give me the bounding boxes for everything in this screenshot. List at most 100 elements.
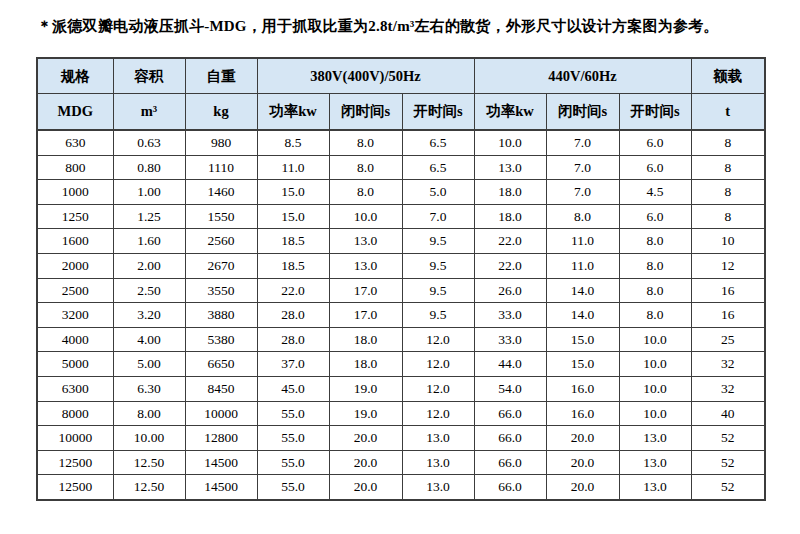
table-cell: 12.0: [402, 376, 474, 401]
table-cell: 8.0: [619, 303, 691, 328]
table-cell: 1.25: [113, 204, 185, 229]
table-cell: 8.5: [257, 130, 329, 155]
table-cell: 52: [691, 475, 765, 500]
table-row: 1000010.001280055.020.013.066.020.013.05…: [37, 426, 765, 451]
table-cell: 20.0: [329, 475, 402, 500]
table-cell: 6.0: [619, 204, 691, 229]
product-note: ＊派德双瓣电动液压抓斗-MDG，用于抓取比重为2.8t/m³左右的散货，外形尺寸…: [37, 17, 719, 36]
table-cell: 0.63: [113, 130, 185, 155]
table-cell: 8000: [37, 401, 113, 426]
table-cell: 52: [691, 450, 765, 475]
unit-t: t: [691, 94, 765, 131]
table-row: 10001.00146015.08.05.018.07.04.58: [37, 180, 765, 205]
spec-table-container: 规格 容积 自重 380V(400V)/50Hz 440V/60Hz 额载 MD…: [36, 57, 766, 501]
table-cell: 2000: [37, 253, 113, 278]
unit-m3: m³: [113, 94, 185, 131]
table-row: 20002.00267018.513.09.522.011.08.012: [37, 253, 765, 278]
table-cell: 1460: [185, 180, 257, 205]
table-row: 6300.639808.58.06.510.07.06.08: [37, 130, 765, 155]
table-cell: 14.0: [546, 278, 619, 303]
table-cell: 12: [691, 253, 765, 278]
table-cell: 33.0: [474, 303, 546, 328]
header-50hz-group: 380V(400V)/50Hz: [257, 58, 474, 94]
table-cell: 20.0: [546, 426, 619, 451]
table-cell: 52: [691, 426, 765, 451]
table-cell: 22.0: [474, 229, 546, 254]
header-group-row: 规格 容积 自重 380V(400V)/50Hz 440V/60Hz 额载: [37, 58, 765, 94]
table-cell: 13.0: [402, 475, 474, 500]
table-cell: 6.0: [619, 155, 691, 180]
table-cell: 19.0: [329, 401, 402, 426]
table-cell: 13.0: [329, 253, 402, 278]
unit-open-time-60hz: 开时间s: [619, 94, 691, 131]
table-cell: 10.0: [329, 204, 402, 229]
table-cell: 15.0: [546, 352, 619, 377]
table-cell: 14500: [185, 450, 257, 475]
table-cell: 8.0: [619, 253, 691, 278]
unit-kg: kg: [185, 94, 257, 131]
table-cell: 8450: [185, 376, 257, 401]
table-cell: 12.0: [402, 327, 474, 352]
table-cell: 13.0: [402, 450, 474, 475]
table-cell: 22.0: [257, 278, 329, 303]
table-cell: 28.0: [257, 303, 329, 328]
table-cell: 9.5: [402, 303, 474, 328]
header-volume: 容积: [113, 58, 185, 94]
table-cell: 12.50: [113, 475, 185, 500]
table-cell: 17.0: [329, 278, 402, 303]
table-cell: 12.0: [402, 352, 474, 377]
table-cell: 4000: [37, 327, 113, 352]
table-cell: 10.0: [474, 130, 546, 155]
table-cell: 8.0: [619, 278, 691, 303]
table-row: 1250012.501450055.020.013.066.020.013.05…: [37, 475, 765, 500]
table-row: 25002.50355022.017.09.526.014.08.016: [37, 278, 765, 303]
table-cell: 18.0: [474, 204, 546, 229]
table-cell: 9.5: [402, 278, 474, 303]
table-row: 32003.20388028.017.09.533.014.08.016: [37, 303, 765, 328]
table-cell: 13.0: [619, 450, 691, 475]
table-cell: 1000: [37, 180, 113, 205]
table-cell: 12500: [37, 475, 113, 500]
table-cell: 16.0: [546, 401, 619, 426]
table-cell: 66.0: [474, 475, 546, 500]
table-cell: 10.0: [619, 376, 691, 401]
table-cell: 8.0: [546, 204, 619, 229]
table-cell: 13.0: [402, 426, 474, 451]
table-cell: 3550: [185, 278, 257, 303]
table-cell: 10000: [37, 426, 113, 451]
table-cell: 12.0: [402, 401, 474, 426]
table-cell: 980: [185, 130, 257, 155]
header-spec: 规格: [37, 58, 113, 94]
table-cell: 7.0: [402, 204, 474, 229]
table-cell: 44.0: [474, 352, 546, 377]
table-cell: 2560: [185, 229, 257, 254]
header-60hz-group: 440V/60Hz: [474, 58, 691, 94]
table-cell: 15.0: [257, 180, 329, 205]
table-cell: 8: [691, 155, 765, 180]
table-cell: 22.0: [474, 253, 546, 278]
table-cell: 55.0: [257, 475, 329, 500]
table-cell: 8: [691, 204, 765, 229]
table-cell: 12500: [37, 450, 113, 475]
table-cell: 54.0: [474, 376, 546, 401]
table-cell: 14.0: [546, 303, 619, 328]
table-cell: 2.50: [113, 278, 185, 303]
table-cell: 9.5: [402, 253, 474, 278]
table-cell: 10.0: [619, 352, 691, 377]
table-row: 40004.00538028.018.012.033.015.010.025: [37, 327, 765, 352]
header-unit-row: MDG m³ kg 功率kw 闭时间s 开时间s 功率kw 闭时间s 开时间s …: [37, 94, 765, 131]
table-cell: 40: [691, 401, 765, 426]
table-cell: 15.0: [546, 327, 619, 352]
table-cell: 26.0: [474, 278, 546, 303]
table-cell: 630: [37, 130, 113, 155]
table-cell: 19.0: [329, 376, 402, 401]
table-cell: 1250: [37, 204, 113, 229]
table-cell: 66.0: [474, 401, 546, 426]
spec-table-body: 6300.639808.58.06.510.07.06.088000.80111…: [37, 130, 765, 500]
table-cell: 28.0: [257, 327, 329, 352]
table-cell: 13.0: [619, 426, 691, 451]
table-cell: 5.0: [402, 180, 474, 205]
table-cell: 8.0: [619, 229, 691, 254]
table-cell: 17.0: [329, 303, 402, 328]
table-cell: 33.0: [474, 327, 546, 352]
